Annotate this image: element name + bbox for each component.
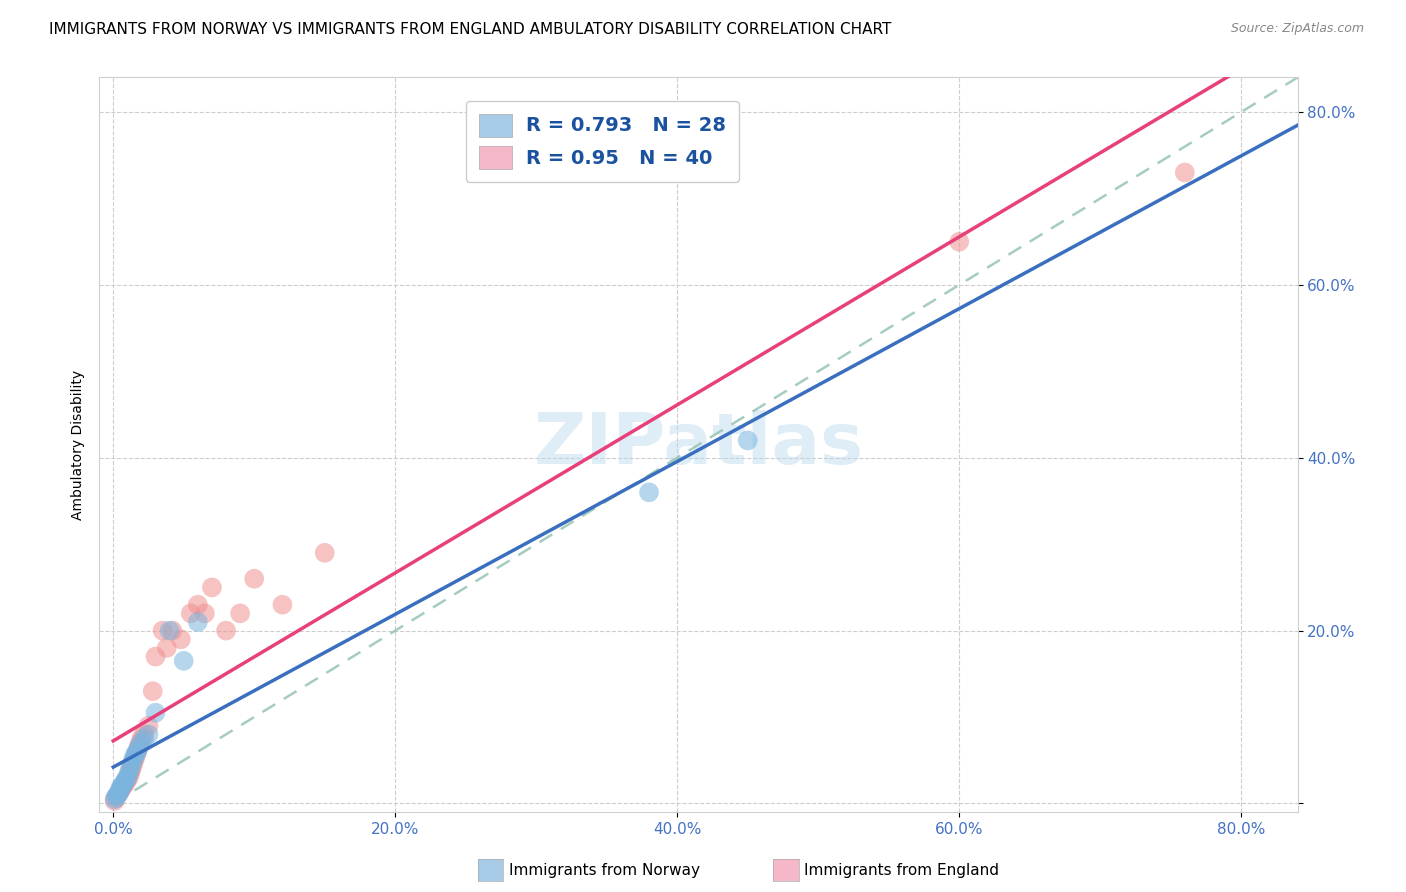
Point — [131, 736, 153, 750]
Point — [215, 624, 238, 638]
Point — [115, 775, 138, 789]
Point — [111, 780, 134, 795]
Text: Source: ZipAtlas.com: Source: ZipAtlas.com — [1230, 22, 1364, 36]
Point — [145, 649, 167, 664]
Point — [128, 740, 150, 755]
Point — [156, 640, 179, 655]
Point — [105, 789, 128, 804]
Point — [125, 747, 148, 761]
Point — [107, 788, 129, 802]
Point — [121, 762, 143, 776]
Point — [187, 598, 209, 612]
Point — [112, 779, 135, 793]
Text: IMMIGRANTS FROM NORWAY VS IMMIGRANTS FROM ENGLAND AMBULATORY DISABILITY CORRELAT: IMMIGRANTS FROM NORWAY VS IMMIGRANTS FRO… — [49, 22, 891, 37]
Point — [117, 771, 139, 785]
Legend: R = 0.793   N = 28, R = 0.95   N = 40: R = 0.793 N = 28, R = 0.95 N = 40 — [467, 101, 738, 182]
Point — [145, 706, 167, 720]
Point — [114, 777, 136, 791]
Point — [737, 434, 759, 448]
Point — [120, 762, 142, 776]
Point — [134, 731, 156, 746]
Point — [121, 757, 143, 772]
Point — [125, 748, 148, 763]
Point — [127, 745, 149, 759]
Point — [152, 624, 174, 638]
Point — [131, 731, 153, 746]
Point — [138, 719, 160, 733]
Point — [271, 598, 294, 612]
Point — [124, 748, 146, 763]
Point — [159, 624, 181, 638]
Point — [187, 615, 209, 629]
Point — [112, 777, 135, 791]
Point — [180, 607, 202, 621]
Point — [111, 779, 134, 793]
Point — [1174, 165, 1197, 179]
Point — [124, 753, 146, 767]
Point — [117, 772, 139, 787]
Point — [118, 771, 141, 785]
Point — [104, 794, 127, 808]
Point — [170, 632, 193, 647]
Point — [122, 757, 145, 772]
Point — [127, 745, 149, 759]
Point — [243, 572, 266, 586]
Point — [105, 791, 128, 805]
Point — [142, 684, 165, 698]
Point — [128, 740, 150, 755]
Point — [638, 485, 661, 500]
Y-axis label: Ambulatory Disability: Ambulatory Disability — [72, 369, 86, 520]
Point — [107, 788, 129, 802]
Point — [162, 624, 184, 638]
Point — [115, 772, 138, 787]
Point — [948, 235, 970, 249]
Point — [314, 546, 336, 560]
Point — [114, 775, 136, 789]
Point — [108, 786, 131, 800]
Point — [229, 607, 252, 621]
Point — [110, 783, 132, 797]
Point — [120, 766, 142, 780]
Point — [110, 780, 132, 795]
Point — [194, 607, 217, 621]
Point — [129, 736, 152, 750]
Point — [110, 783, 132, 797]
Text: Immigrants from Norway: Immigrants from Norway — [509, 863, 700, 878]
Point — [104, 792, 127, 806]
Point — [120, 764, 142, 778]
Point — [138, 727, 160, 741]
Point — [201, 581, 224, 595]
Point — [122, 753, 145, 767]
Point — [118, 766, 141, 780]
Point — [134, 727, 156, 741]
Text: Immigrants from England: Immigrants from England — [804, 863, 1000, 878]
Point — [108, 786, 131, 800]
Point — [173, 654, 195, 668]
Text: ZIPatlas: ZIPatlas — [533, 410, 863, 479]
